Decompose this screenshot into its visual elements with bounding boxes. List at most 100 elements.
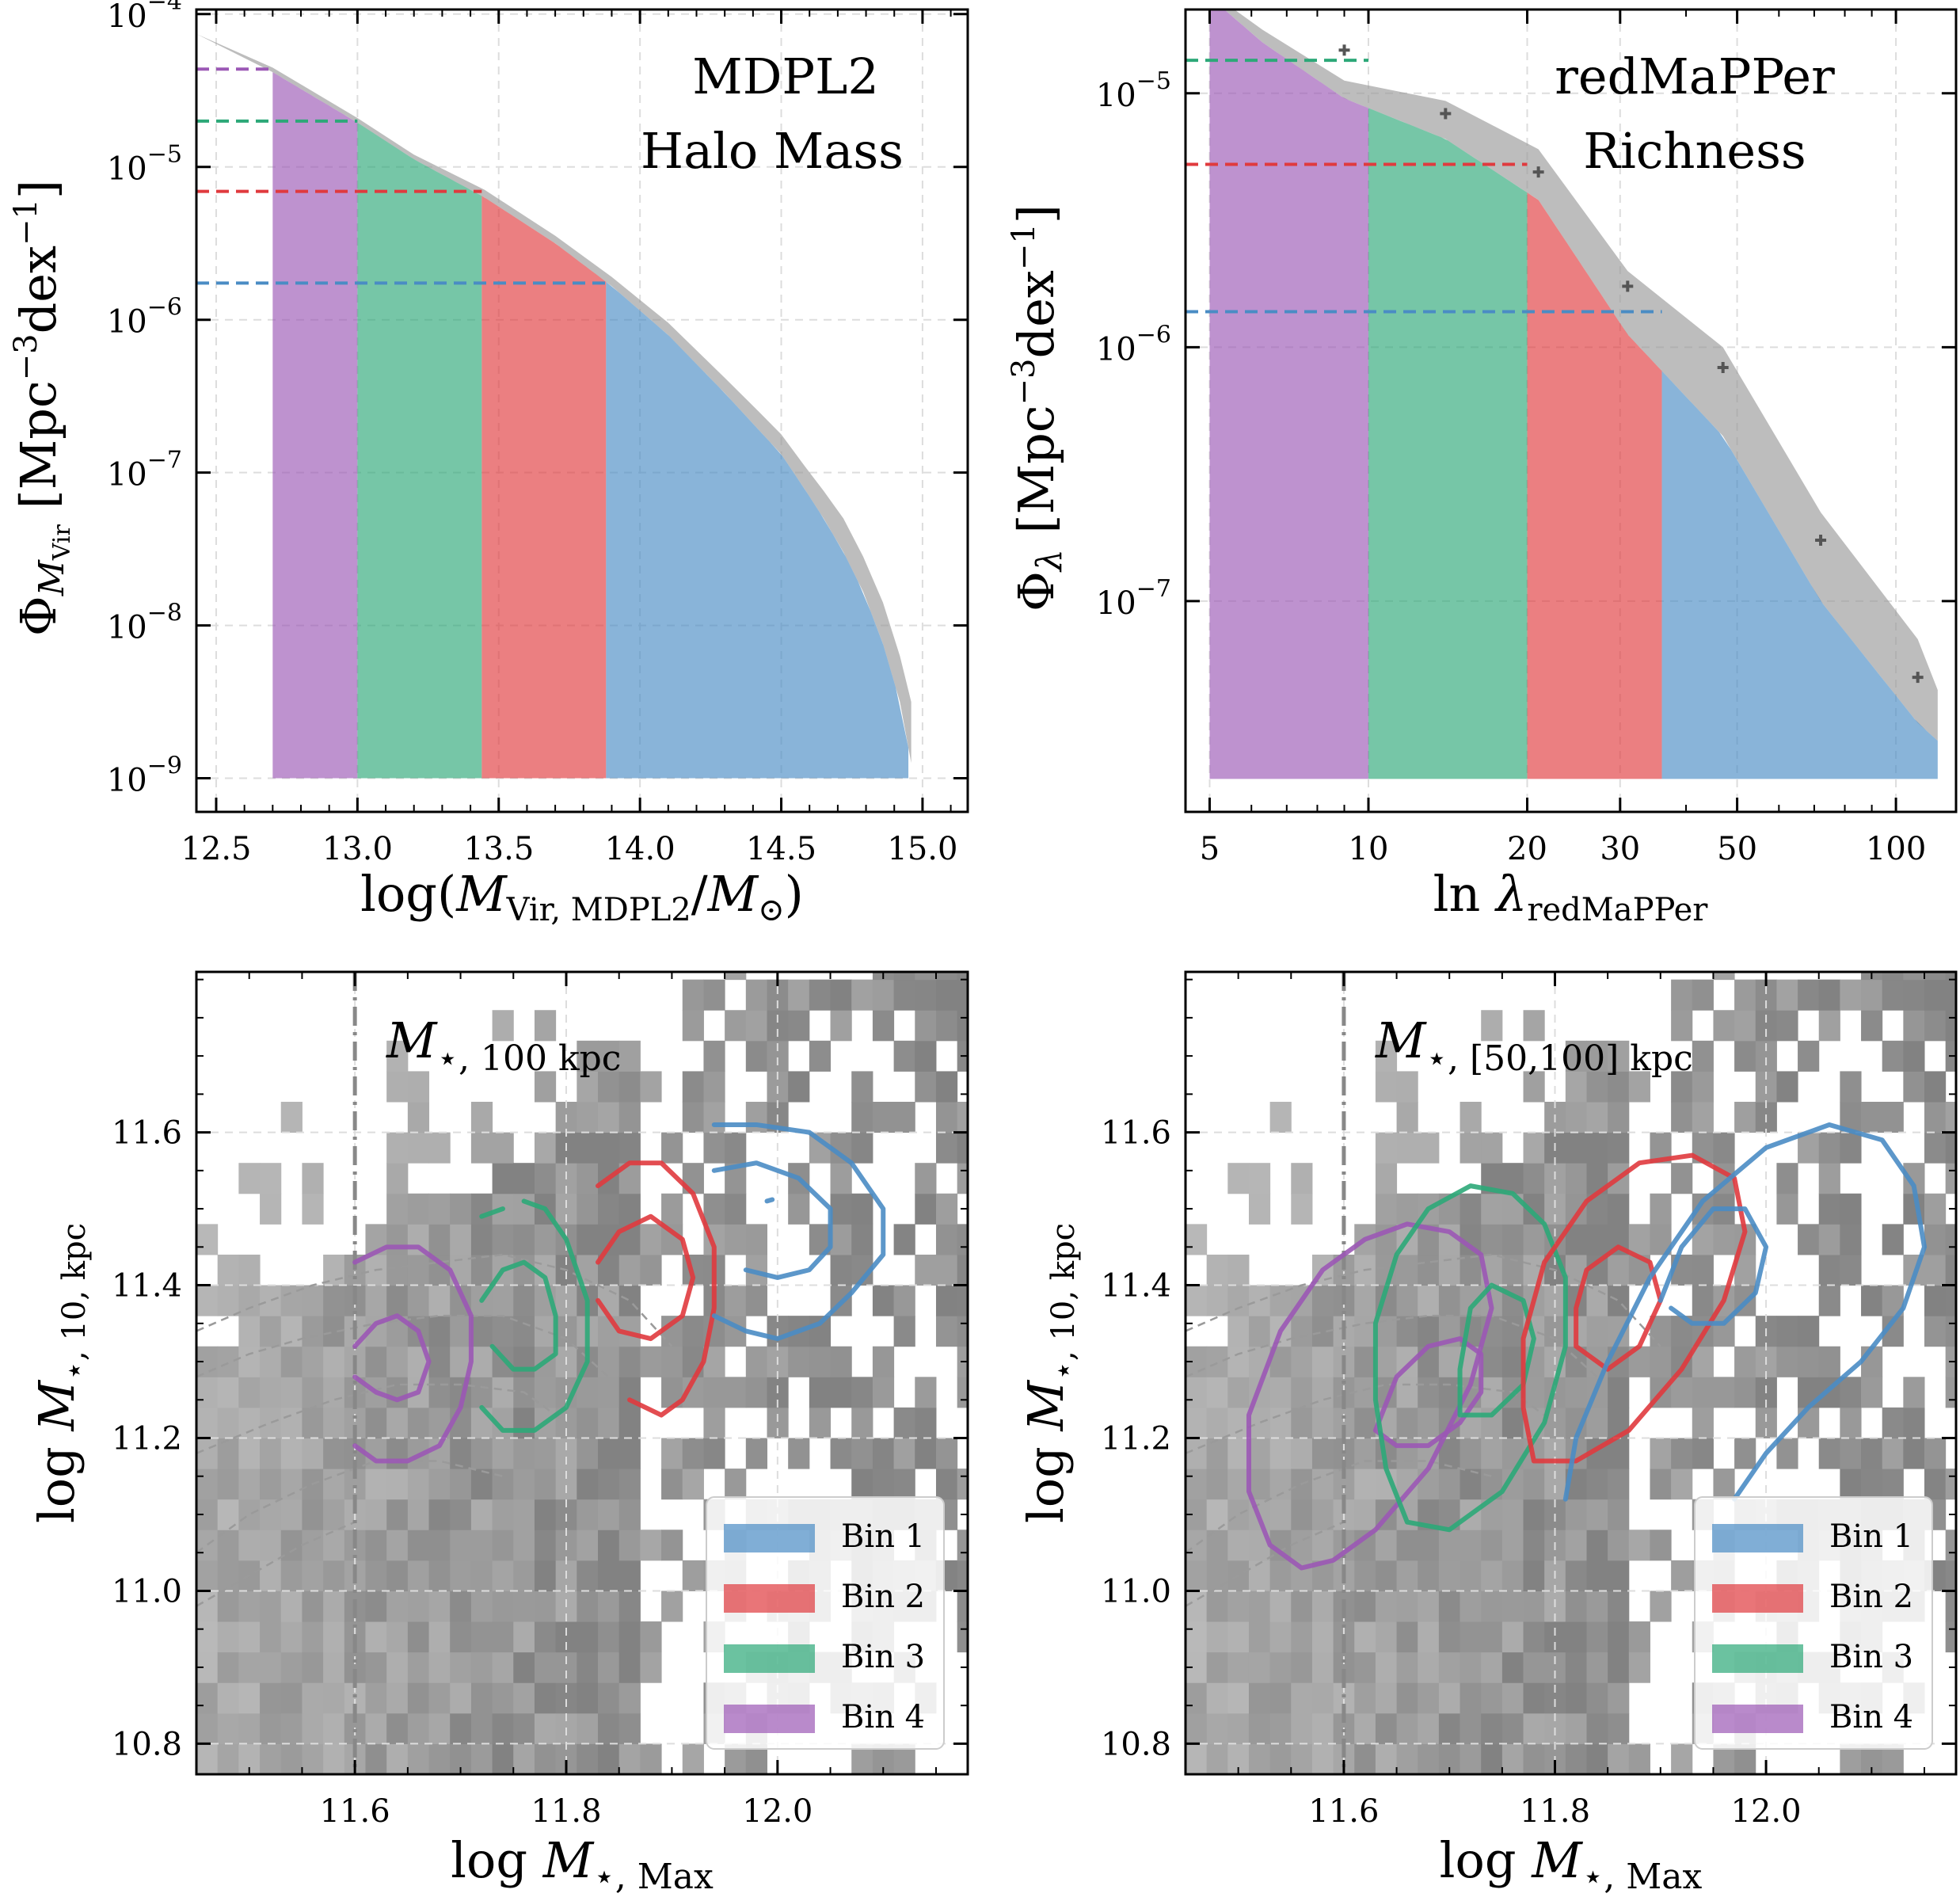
y-tick-label: 10−6 <box>1096 321 1171 368</box>
histogram-cell <box>1354 1316 1376 1347</box>
histogram-cell <box>1692 1254 1714 1286</box>
y-tick-label-part: −5 <box>147 141 182 169</box>
histogram-cell <box>450 1560 472 1591</box>
histogram-cell <box>1460 1712 1482 1744</box>
histogram-cell <box>302 1438 324 1469</box>
histogram-cell <box>1776 1193 1798 1225</box>
histogram-cell <box>661 1530 683 1561</box>
histogram-cell <box>1396 1285 1418 1316</box>
x-tick-label: 11.6 <box>1308 1793 1379 1830</box>
histogram-cell <box>682 1316 704 1347</box>
histogram-cell <box>365 1285 387 1316</box>
histogram-cell <box>365 1560 387 1591</box>
x-tick-label: 12.5 <box>181 831 251 867</box>
histogram-cell <box>386 1377 409 1408</box>
histogram-cell <box>1818 1254 1840 1286</box>
histogram-cell <box>386 1254 409 1286</box>
legend: Bin 1 Bin 2 Bin 3 Bin 4 <box>1694 1496 1933 1750</box>
histogram-cell <box>260 1193 282 1225</box>
bin-fill-bin-2 <box>1527 192 1662 779</box>
histogram-cell <box>788 1010 810 1042</box>
legend-label: Bin 3 <box>1829 1639 1913 1675</box>
histogram-cell <box>302 1530 324 1561</box>
histogram-cell <box>196 1407 219 1439</box>
histogram-cell <box>598 1530 620 1561</box>
x-axis-label: log M⋆, Max <box>451 1831 714 1897</box>
x-axis-label-part: M <box>1531 1831 1583 1889</box>
histogram-cell <box>302 1591 324 1622</box>
histogram-cell <box>1206 1285 1228 1316</box>
y-tick-label-part: 10 <box>107 304 147 341</box>
y-tick-label: 10−6 <box>107 294 182 341</box>
histogram-cell <box>703 1438 725 1469</box>
histogram-cell <box>1945 1377 1956 1408</box>
histogram-cell <box>238 1469 261 1500</box>
histogram-cell <box>1396 1193 1418 1225</box>
histogram-cell <box>217 1254 239 1286</box>
histogram-cell <box>386 1499 409 1530</box>
histogram-cell <box>1608 1743 1630 1774</box>
histogram-cell <box>1269 1712 1292 1744</box>
histogram-cell <box>1608 1621 1630 1653</box>
histogram-cell <box>534 1621 557 1653</box>
histogram-cell <box>1186 1530 1208 1561</box>
histogram-cell <box>915 1010 937 1042</box>
histogram-cell <box>1418 1560 1440 1591</box>
histogram-cell <box>640 1743 662 1774</box>
histogram-cell <box>450 1651 472 1683</box>
histogram-cell <box>1206 1438 1228 1469</box>
histogram-cell <box>407 1132 430 1164</box>
histogram-cell <box>1354 1743 1376 1774</box>
histogram-cell <box>725 1010 747 1042</box>
histogram-cell <box>682 1102 704 1133</box>
histogram-cell <box>577 1407 599 1439</box>
histogram-cell <box>618 1743 641 1774</box>
histogram-cell <box>1586 1591 1608 1622</box>
histogram-cell <box>1586 1499 1608 1530</box>
histogram-cell <box>1924 1010 1947 1042</box>
histogram-cell <box>1608 1499 1630 1530</box>
histogram-cell <box>386 1530 409 1561</box>
histogram-cell <box>407 1285 430 1316</box>
y-tick-label-part: −8 <box>147 600 182 627</box>
histogram-cell <box>470 1193 493 1225</box>
histogram-cell <box>577 1438 599 1469</box>
histogram-cell <box>830 979 852 1011</box>
histogram-cell <box>1776 1438 1798 1469</box>
histogram-cell <box>470 1407 493 1439</box>
histogram-cell <box>577 1469 599 1500</box>
histogram-cell <box>1608 1651 1630 1683</box>
contour-bin-1 <box>711 1122 886 1342</box>
histogram-cell <box>1311 1499 1334 1530</box>
histogram-cell <box>618 1469 641 1500</box>
histogram-cell <box>217 1438 239 1469</box>
y-tick-label-part: −7 <box>147 447 182 474</box>
histogram-cell <box>1227 1316 1250 1347</box>
histogram-cell <box>492 1224 514 1255</box>
histogram-cell <box>407 1621 430 1653</box>
histogram-cell <box>1628 1743 1650 1774</box>
histogram-cell <box>809 1377 832 1408</box>
x-axis-label-part: redMaPPer <box>1527 892 1708 928</box>
histogram-cell <box>1206 1743 1228 1774</box>
histogram-cell <box>1311 1712 1334 1744</box>
y-tick-label-part: −4 <box>147 0 182 16</box>
histogram-cell <box>598 1651 620 1683</box>
histogram-cell <box>893 1224 915 1255</box>
histogram-cell <box>513 1438 535 1469</box>
histogram-cell <box>492 1560 514 1591</box>
histogram-cell <box>492 1743 514 1774</box>
histogram-cell <box>1861 1010 1883 1042</box>
histogram-cell <box>492 1469 514 1500</box>
histogram-cell <box>809 1346 832 1377</box>
x-axis-label-part: ⋆, Max <box>1582 1857 1703 1897</box>
histogram-cell <box>428 1469 451 1500</box>
histogram-cell <box>492 1712 514 1744</box>
histogram-cell <box>450 1712 472 1744</box>
histogram-cell <box>1481 1712 1503 1744</box>
histogram-cell <box>1840 1071 1862 1103</box>
y-axis-label-part: ] <box>1007 204 1065 223</box>
x-axis-label-part: M <box>455 865 508 923</box>
contour-bin-4 <box>352 1244 474 1464</box>
